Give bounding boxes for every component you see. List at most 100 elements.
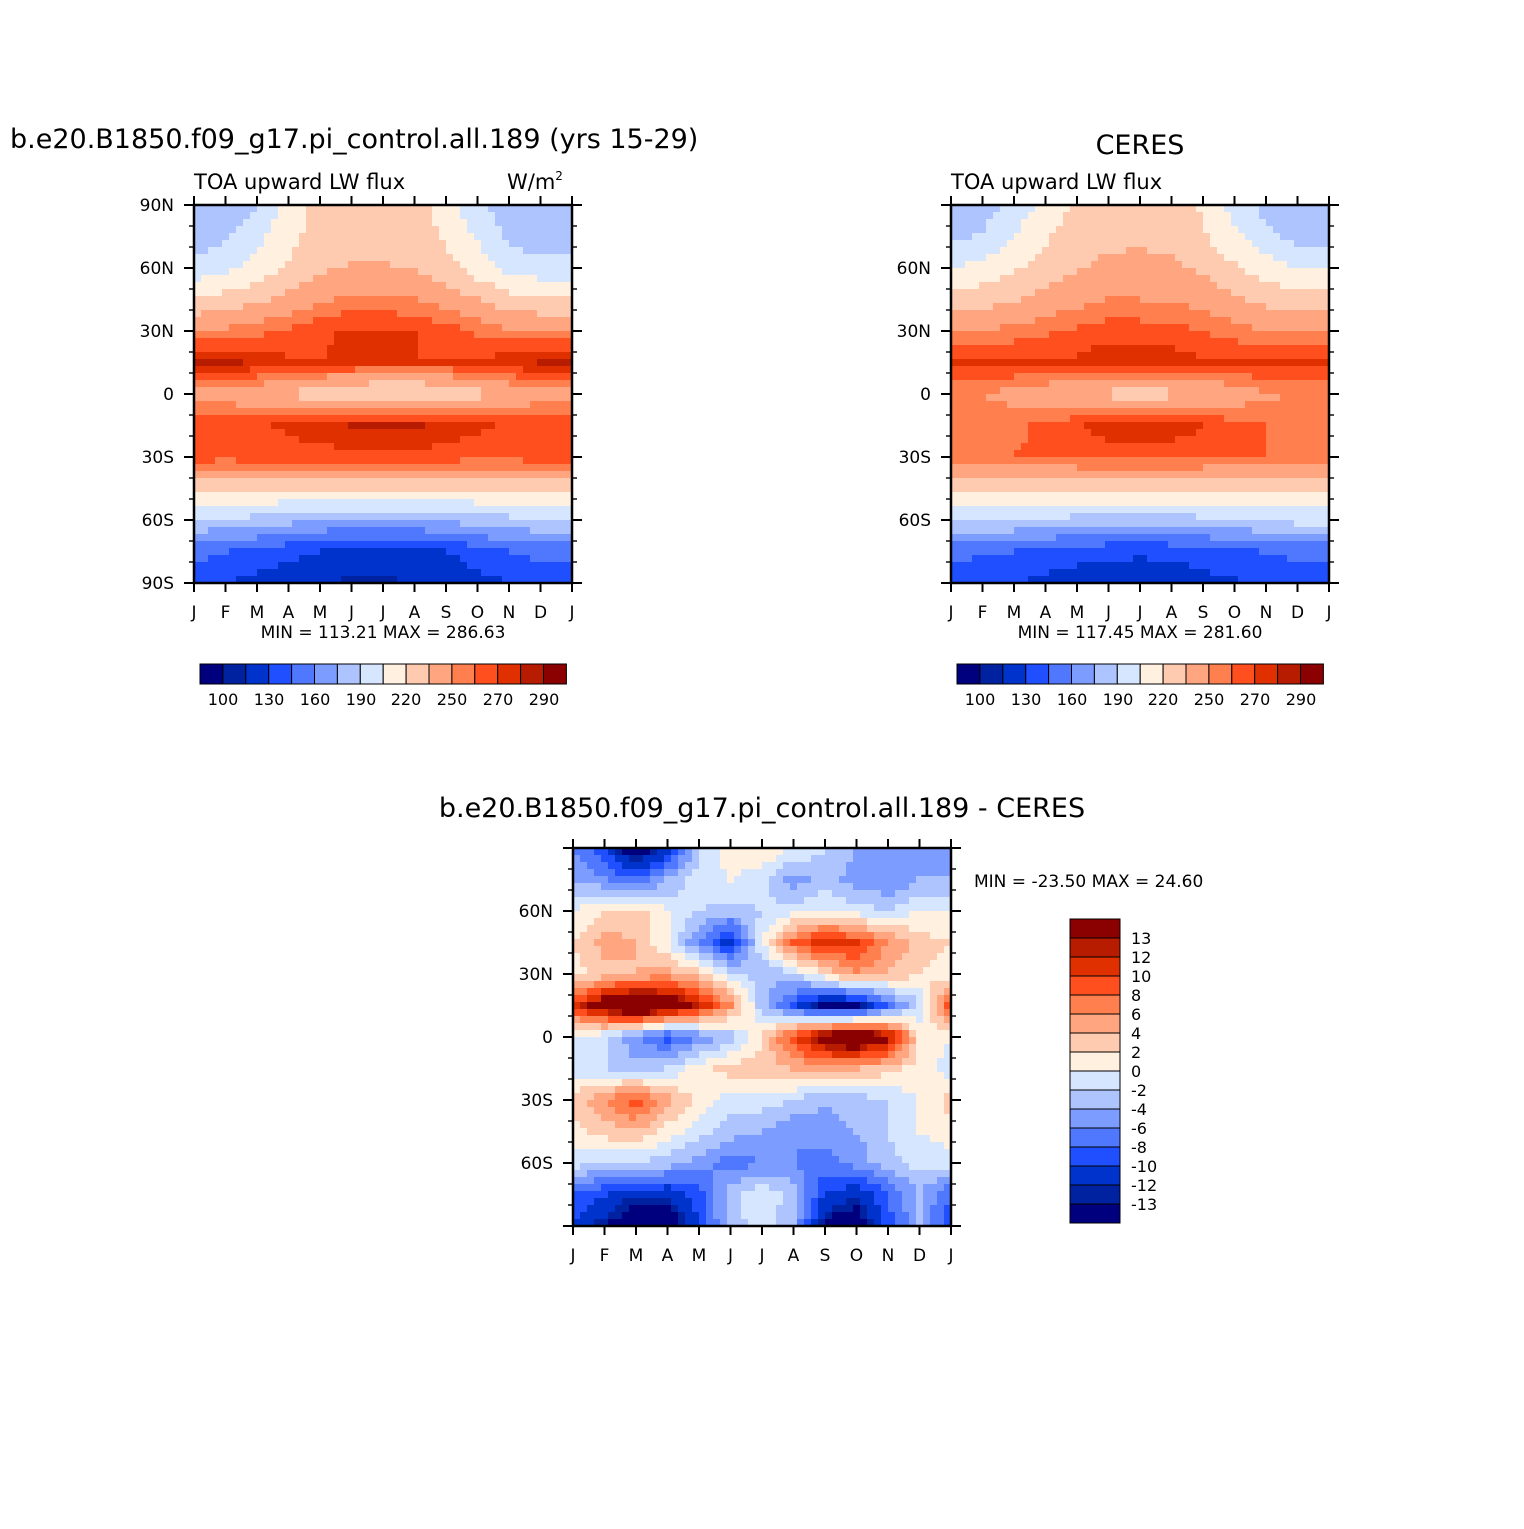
heatmap-cell <box>1077 254 1085 262</box>
heatmap-cell <box>1168 324 1176 332</box>
heatmap-cell <box>292 471 300 479</box>
heatmap-cell <box>320 436 328 444</box>
heatmap-cell <box>1273 366 1281 374</box>
heatmap-cell <box>1105 366 1113 374</box>
heatmap-cell <box>986 450 994 458</box>
heatmap-cell <box>215 534 223 542</box>
heatmap-cell <box>334 422 342 430</box>
heatmap-cell <box>411 303 419 311</box>
heatmap-cell <box>495 562 503 570</box>
heatmap-cell <box>986 324 994 332</box>
heatmap-cell <box>1224 429 1232 437</box>
heatmap-cell <box>1077 233 1085 241</box>
heatmap-cell <box>1161 233 1169 241</box>
heatmap-cell <box>236 240 244 248</box>
heatmap-cell <box>355 422 363 430</box>
heatmap-cell <box>369 296 377 304</box>
heatmap-cell <box>1070 240 1078 248</box>
heatmap-cell <box>446 359 454 367</box>
heatmap-cell <box>1028 380 1036 388</box>
heatmap-cell <box>544 534 552 542</box>
heatmap-cell <box>1189 401 1197 409</box>
heatmap-cell <box>1147 268 1155 276</box>
heatmap-cell <box>257 240 265 248</box>
heatmap-cell <box>1203 226 1211 234</box>
heatmap-cell <box>558 268 566 276</box>
heatmap-cell <box>1266 401 1274 409</box>
heatmap-cell <box>1301 366 1309 374</box>
heatmap-cell <box>369 513 377 521</box>
heatmap-cell <box>341 478 349 486</box>
heatmap-cell <box>467 485 475 493</box>
heatmap-cell <box>1007 401 1015 409</box>
heatmap-cell <box>1315 338 1323 346</box>
heatmap-cell <box>467 254 475 262</box>
heatmap-cell <box>1287 394 1295 402</box>
heatmap-cell <box>993 268 1001 276</box>
heatmap-cell <box>418 233 426 241</box>
heatmap-cell <box>523 492 531 500</box>
heatmap-cell <box>488 317 496 325</box>
heatmap-cell <box>986 240 994 248</box>
heatmap-cell <box>362 226 370 234</box>
heatmap-cell <box>1147 233 1155 241</box>
heatmap-cell <box>1056 366 1064 374</box>
heatmap-cell <box>502 310 510 318</box>
heatmap-cell <box>467 289 475 297</box>
heatmap-cell <box>1126 408 1134 416</box>
heatmap-cell <box>1049 331 1057 339</box>
heatmap-cell <box>390 478 398 486</box>
heatmap-cell <box>1007 387 1015 395</box>
heatmap-cell <box>432 415 440 423</box>
heatmap-cell <box>397 541 405 549</box>
heatmap-cell <box>1189 282 1197 290</box>
heatmap-cell <box>1112 422 1120 430</box>
heatmap-cell <box>1224 219 1232 227</box>
heatmap-cell <box>201 303 209 311</box>
heatmap-cell <box>551 359 559 367</box>
heatmap-cell <box>523 555 531 563</box>
heatmap-cell <box>362 422 370 430</box>
heatmap-cell <box>1273 422 1281 430</box>
x-tick-label: J <box>379 603 385 623</box>
heatmap-cell <box>1245 331 1253 339</box>
heatmap-cell <box>958 401 966 409</box>
heatmap-cell <box>432 212 440 220</box>
heatmap-cell <box>215 338 223 346</box>
heatmap-cell <box>1259 282 1267 290</box>
heatmap-cell <box>362 240 370 248</box>
heatmap-cell <box>523 247 531 255</box>
heatmap-cell <box>271 492 279 500</box>
heatmap-cell <box>243 226 251 234</box>
heatmap-cell <box>993 373 1001 381</box>
heatmap-cell <box>271 324 279 332</box>
heatmap-cell <box>383 464 391 472</box>
heatmap-cell <box>271 331 279 339</box>
heatmap-cell <box>1077 443 1085 451</box>
heatmap-cell <box>551 471 559 479</box>
heatmap-cell <box>320 464 328 472</box>
heatmap-cell <box>292 261 300 269</box>
heatmap-cell <box>1231 317 1239 325</box>
heatmap-cell <box>334 569 342 577</box>
heatmap-cell <box>341 219 349 227</box>
heatmap-cell <box>201 345 209 353</box>
heatmap-cell <box>474 303 482 311</box>
heatmap-cell <box>250 548 258 556</box>
heatmap-cell <box>1182 401 1190 409</box>
heatmap-cell <box>1238 268 1246 276</box>
heatmap-cell <box>383 401 391 409</box>
heatmap-cell <box>993 219 1001 227</box>
heatmap-cell <box>453 352 461 360</box>
heatmap-cell <box>1182 282 1190 290</box>
heatmap-cell <box>1042 289 1050 297</box>
heatmap-cell <box>474 534 482 542</box>
heatmap-cell <box>979 436 987 444</box>
heatmap-cell <box>418 555 426 563</box>
heatmap-cell <box>1119 233 1127 241</box>
heatmap-cell <box>544 345 552 353</box>
heatmap-cell <box>502 415 510 423</box>
heatmap-cell <box>1203 331 1211 339</box>
heatmap-cell <box>1231 268 1239 276</box>
heatmap-cell <box>467 310 475 318</box>
